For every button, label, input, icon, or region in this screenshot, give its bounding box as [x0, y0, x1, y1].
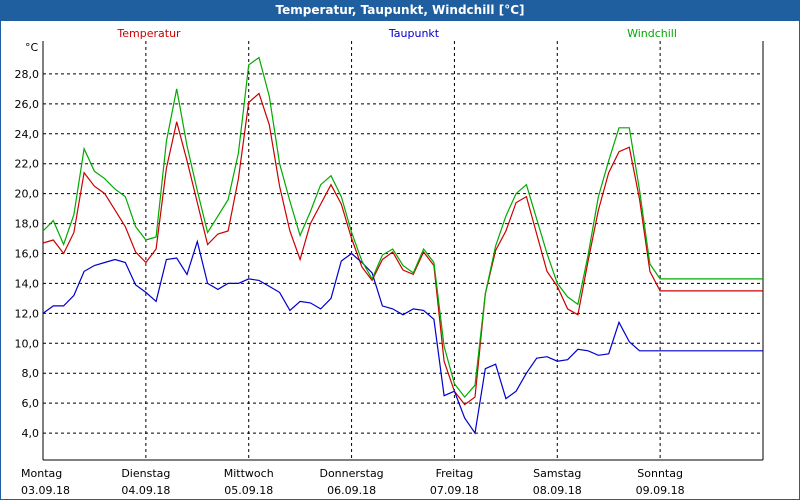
y-tick-label: 18,0	[15, 218, 40, 231]
x-tick-date: 05.09.18	[224, 484, 273, 497]
series-line-taupunkt	[42, 239, 763, 435]
x-tick-day: Montag	[21, 467, 62, 480]
chart-panel: 4,0 6,0 8,0 10,0 12,0 14,0 16,0 18,0 20,0 22,0 24,…	[0, 20, 800, 500]
legend: Temperatur Taupunkt Windchill	[116, 27, 677, 40]
y-tick-label: 24,0	[15, 128, 40, 141]
line-chart: 4,0 6,0 8,0 10,0 12,0 14,0 16,0 18,0 20,0 22,0 24,…	[15, 27, 764, 497]
x-tick-date: 04.09.18	[121, 484, 170, 497]
axes: 4,0 6,0 8,0 10,0 12,0 14,0 16,0 18,0 20,0 22,0 24,…	[15, 41, 764, 497]
grid	[43, 41, 763, 460]
x-tick-day: Samstag	[533, 467, 581, 480]
legend-temperatur: Temperatur	[116, 27, 181, 40]
y-axis-unit: °C	[25, 41, 39, 54]
x-tick-date: 07.09.18	[430, 484, 479, 497]
y-tick-label: 22,0	[15, 158, 40, 171]
legend-windchill: Windchill	[627, 27, 677, 40]
series-line-temperatur	[42, 92, 763, 406]
y-tick-label: 12,0	[15, 307, 40, 320]
x-tick-day: Dienstag	[121, 467, 170, 480]
y-tick-label: 16,0	[15, 247, 40, 260]
y-tick-label: 14,0	[15, 277, 40, 290]
y-tick-label: 4,0	[22, 427, 40, 440]
y-tick-label: 6,0	[22, 397, 40, 410]
x-tick-date: 08.09.18	[533, 484, 582, 497]
x-tick-date: 09.09.18	[636, 484, 685, 497]
y-tick-label: 28,0	[15, 68, 40, 81]
x-tick-day: Donnerstag	[319, 467, 383, 480]
x-tick-day: Mittwoch	[224, 467, 274, 480]
chart-title: Temperatur, Taupunkt, Windchill [°C]	[0, 0, 800, 20]
y-tick-label: 8,0	[22, 367, 40, 380]
x-tick-day: Freitag	[436, 467, 474, 480]
legend-taupunkt: Taupunkt	[388, 27, 440, 40]
x-tick-date: 03.09.18	[21, 484, 70, 497]
series-lines	[42, 56, 763, 435]
x-tick-day: Sonntag	[637, 467, 683, 480]
x-tick-date: 06.09.18	[327, 484, 376, 497]
y-tick-label: 20,0	[15, 188, 40, 201]
y-tick-label: 10,0	[15, 337, 40, 350]
series-line-windchill	[42, 56, 763, 399]
y-tick-label: 26,0	[15, 98, 40, 111]
